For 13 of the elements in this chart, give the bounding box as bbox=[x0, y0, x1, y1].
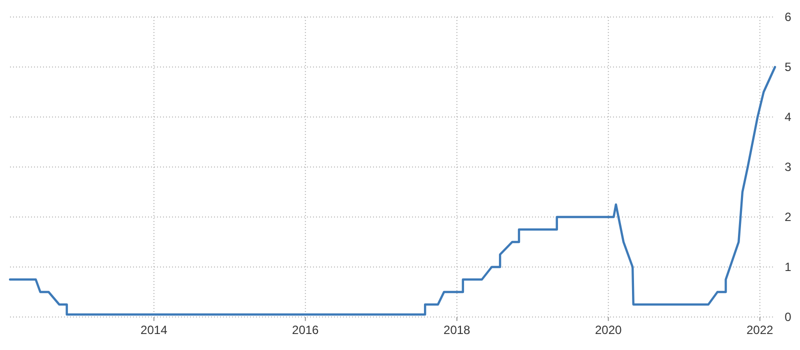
line-series bbox=[8, 66, 776, 316]
x-tick-label: 2016 bbox=[292, 323, 320, 337]
y-tick-label: 1 bbox=[784, 260, 792, 274]
y-tick-label: 4 bbox=[784, 110, 792, 124]
x-tick-label: 2018 bbox=[444, 323, 471, 337]
y-tick-label: 0 bbox=[784, 310, 792, 324]
x-tick-label: 2022 bbox=[746, 323, 774, 337]
x-tick-label: 2014 bbox=[140, 323, 168, 337]
y-tick-label: 6 bbox=[784, 10, 792, 24]
y-tick-label: 2 bbox=[784, 210, 792, 224]
y-tick-label: 3 bbox=[784, 160, 792, 174]
x-tick-label: 2020 bbox=[595, 323, 622, 337]
y-tick-label: 5 bbox=[784, 60, 792, 74]
